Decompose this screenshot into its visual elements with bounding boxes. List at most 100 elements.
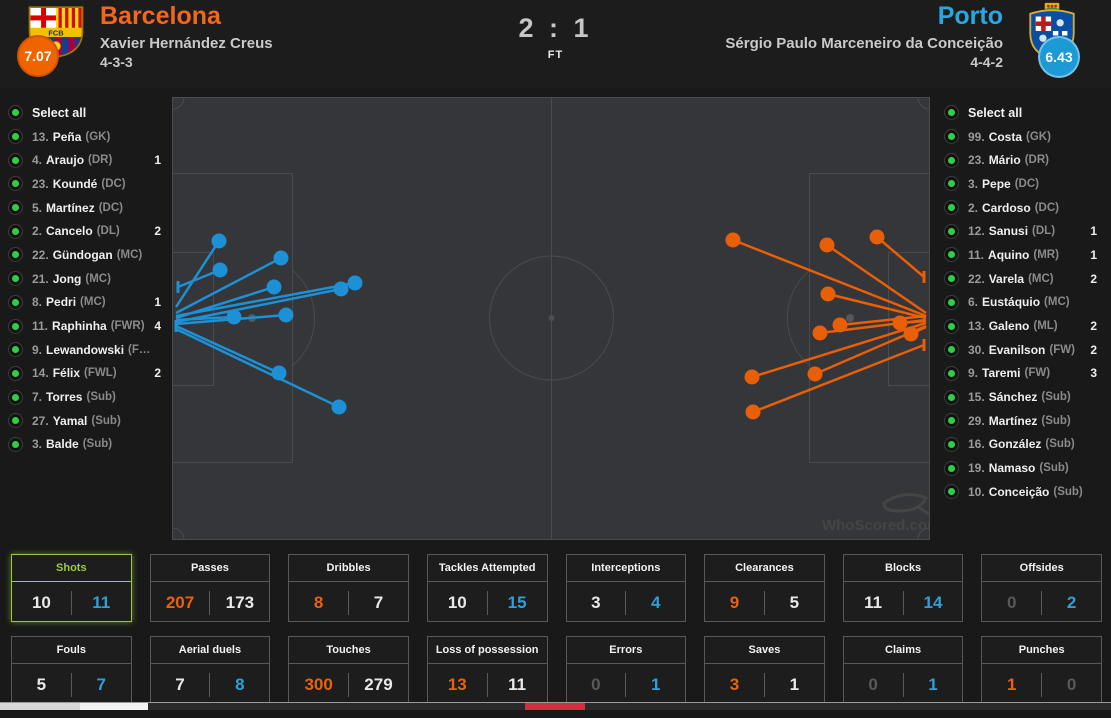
radio-checked-icon[interactable] xyxy=(8,294,23,310)
radio-checked-icon[interactable] xyxy=(8,105,23,121)
player-row-evanilson[interactable]: 30. Evanilson (FW) 2 xyxy=(936,338,1111,362)
radio-checked-icon[interactable] xyxy=(8,318,23,334)
player-row-gündogan[interactable]: 22. Gündogan (MC) xyxy=(0,243,170,267)
stat-box-aerial-duels[interactable]: Aerial duels 7 8 xyxy=(149,636,271,704)
home-shot-dot[interactable] xyxy=(278,307,294,323)
home-shot-dot[interactable] xyxy=(212,262,228,278)
radio-checked-icon[interactable] xyxy=(8,223,23,239)
radio-checked-icon[interactable] xyxy=(944,152,959,168)
radio-checked-icon[interactable] xyxy=(8,342,23,358)
stat-box-blocks[interactable]: Blocks 11 14 xyxy=(842,554,964,622)
radio-checked-icon[interactable] xyxy=(944,271,959,287)
player-row-eustáquio[interactable]: 6. Eustáquio (MC) xyxy=(936,291,1111,315)
stat-box-saves[interactable]: Saves 3 1 xyxy=(704,636,825,704)
radio-checked-icon[interactable] xyxy=(944,365,959,381)
home-shot-dot[interactable] xyxy=(266,279,282,295)
player-row-cardoso[interactable]: 2. Cardoso (DC) xyxy=(936,196,1111,220)
stat-box-punches[interactable]: Punches 1 0 xyxy=(981,636,1102,704)
player-row-peña[interactable]: 13. Peña (GK) xyxy=(0,125,170,149)
player-row-torres[interactable]: 7. Torres (Sub) xyxy=(0,385,170,409)
player-row-martínez[interactable]: 29. Martínez (Sub) xyxy=(936,409,1111,433)
radio-checked-icon[interactable] xyxy=(944,342,959,358)
away-shot-dot[interactable] xyxy=(745,404,761,420)
radio-checked-icon[interactable] xyxy=(944,484,959,500)
away-shot-dot[interactable] xyxy=(869,229,885,245)
radio-checked-icon[interactable] xyxy=(944,436,959,452)
player-row-costa[interactable]: 99. Costa (GK) xyxy=(936,125,1111,149)
player-row-aquino[interactable]: 11. Aquino (MR) 1 xyxy=(936,243,1111,267)
radio-checked-icon[interactable] xyxy=(8,176,23,192)
player-row-cancelo[interactable]: 2. Cancelo (DL) 2 xyxy=(0,219,170,243)
player-row-félix[interactable]: 14. Félix (FWL) 2 xyxy=(0,362,170,386)
away-shot-dot[interactable] xyxy=(832,317,848,333)
player-row-balde[interactable]: 3. Balde (Sub) xyxy=(0,433,170,457)
home-shot-dot[interactable] xyxy=(211,233,227,249)
radio-checked-icon[interactable] xyxy=(8,129,23,145)
stat-box-passes[interactable]: Passes 207 173 xyxy=(149,554,271,622)
stat-box-touches[interactable]: Touches 300 279 xyxy=(288,636,409,704)
radio-checked-icon[interactable] xyxy=(8,247,23,263)
player-row-conceição[interactable]: 10. Conceição (Sub) xyxy=(936,480,1111,504)
away-shot-dot[interactable] xyxy=(725,232,741,248)
radio-checked-icon[interactable] xyxy=(944,105,959,121)
radio-checked-icon[interactable] xyxy=(944,318,959,334)
stat-box-claims[interactable]: Claims 0 1 xyxy=(842,636,964,704)
radio-checked-icon[interactable] xyxy=(944,389,959,405)
player-row-sánchez[interactable]: 15. Sánchez (Sub) xyxy=(936,385,1111,409)
away-shot-dot[interactable] xyxy=(744,369,760,385)
home-team-name[interactable]: Barcelona xyxy=(100,2,221,30)
home-shot-dot[interactable] xyxy=(273,250,289,266)
stat-box-shots[interactable]: Shots 10 11 xyxy=(11,554,132,622)
away-shot-dot[interactable] xyxy=(903,326,919,342)
player-row-araujo[interactable]: 4. Araujo (DR) 1 xyxy=(0,148,170,172)
player-row-namaso[interactable]: 19. Namaso (Sub) xyxy=(936,456,1111,480)
radio-checked-icon[interactable] xyxy=(8,271,23,287)
home-shot-dot[interactable] xyxy=(347,275,363,291)
player-row-lewandowski[interactable]: 9. Lewandowski (F… xyxy=(0,338,170,362)
stat-box-errors[interactable]: Errors 0 1 xyxy=(565,636,687,704)
radio-checked-icon[interactable] xyxy=(8,365,23,381)
player-row-pepe[interactable]: 3. Pepe (DC) xyxy=(936,172,1111,196)
away-shot-dot[interactable] xyxy=(892,315,908,331)
stat-box-interceptions[interactable]: Interceptions 3 4 xyxy=(565,554,687,622)
player-row-galeno[interactable]: 13. Galeno (ML) 2 xyxy=(936,314,1111,338)
radio-checked-icon[interactable] xyxy=(8,436,23,452)
home-select-all[interactable]: Select all xyxy=(0,101,170,125)
radio-checked-icon[interactable] xyxy=(944,294,959,310)
player-row-martínez[interactable]: 5. Martínez (DC) xyxy=(0,196,170,220)
away-select-all[interactable]: Select all xyxy=(936,101,1111,125)
stat-box-fouls[interactable]: Fouls 5 7 xyxy=(11,636,132,704)
home-shot-dot[interactable] xyxy=(271,365,287,381)
player-row-yamal[interactable]: 27. Yamal (Sub) xyxy=(0,409,170,433)
stat-box-dribbles[interactable]: Dribbles 8 7 xyxy=(288,554,409,622)
player-row-koundé[interactable]: 23. Koundé (DC) xyxy=(0,172,170,196)
radio-checked-icon[interactable] xyxy=(944,176,959,192)
radio-checked-icon[interactable] xyxy=(944,413,959,429)
radio-checked-icon[interactable] xyxy=(944,223,959,239)
radio-checked-icon[interactable] xyxy=(944,129,959,145)
home-shot-dot[interactable] xyxy=(333,281,349,297)
stat-box-loss-of-possession[interactable]: Loss of possession 13 11 xyxy=(426,636,548,704)
radio-checked-icon[interactable] xyxy=(8,389,23,405)
stat-box-tackles-attempted[interactable]: Tackles Attempted 10 15 xyxy=(426,554,548,622)
stat-box-offsides[interactable]: Offsides 0 2 xyxy=(981,554,1102,622)
player-row-jong[interactable]: 21. Jong (MC) xyxy=(0,267,170,291)
player-row-gonzález[interactable]: 16. González (Sub) xyxy=(936,433,1111,457)
player-row-pedri[interactable]: 8. Pedri (MC) 1 xyxy=(0,291,170,315)
stat-box-clearances[interactable]: Clearances 9 5 xyxy=(704,554,825,622)
player-row-raphinha[interactable]: 11. Raphinha (FWR) 4 xyxy=(0,314,170,338)
radio-checked-icon[interactable] xyxy=(8,200,23,216)
away-shot-dot[interactable] xyxy=(807,366,823,382)
away-team-name[interactable]: Porto xyxy=(937,2,1003,30)
player-row-sanusi[interactable]: 12. Sanusi (DL) 1 xyxy=(936,219,1111,243)
away-shot-dot[interactable] xyxy=(812,325,828,341)
shot-map-pitch[interactable]: WhoScored.com xyxy=(172,97,940,540)
away-shot-dot[interactable] xyxy=(819,237,835,253)
radio-checked-icon[interactable] xyxy=(944,200,959,216)
radio-checked-icon[interactable] xyxy=(944,460,959,476)
home-shot-dot[interactable] xyxy=(331,399,347,415)
radio-checked-icon[interactable] xyxy=(944,247,959,263)
radio-checked-icon[interactable] xyxy=(8,152,23,168)
away-shot-dot[interactable] xyxy=(820,286,836,302)
player-row-taremi[interactable]: 9. Taremi (FW) 3 xyxy=(936,362,1111,386)
